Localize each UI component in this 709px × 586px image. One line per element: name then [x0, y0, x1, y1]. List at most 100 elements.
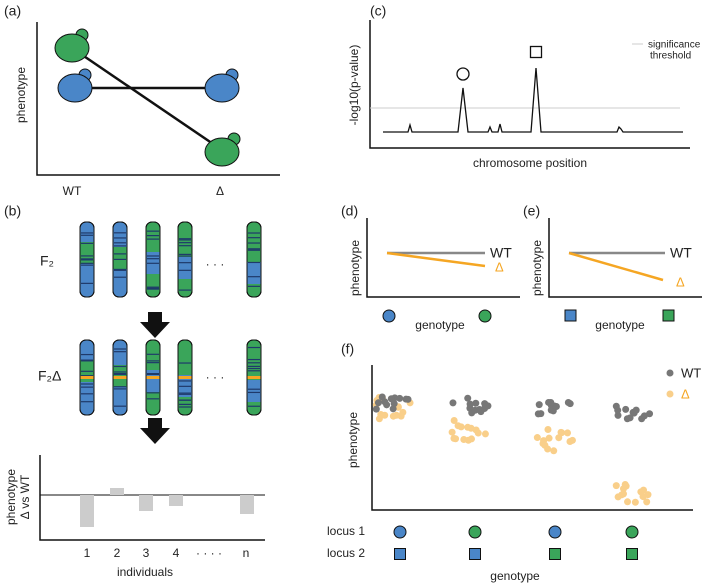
legend-dot: [666, 390, 674, 398]
row-label: locus 1: [327, 524, 365, 538]
wt-dot: [632, 406, 640, 414]
y-label: phenotype: [530, 240, 544, 296]
wt-dot: [614, 411, 622, 419]
yeast-cell: [54, 33, 90, 63]
chromosome-outline: [145, 339, 161, 416]
wt-dot: [389, 405, 397, 413]
chromosome-segment: [146, 370, 160, 392]
delta-dot: [533, 434, 541, 442]
row-label: locus 2: [327, 546, 365, 560]
delta-dot: [614, 493, 622, 501]
chromosome-segment: [113, 247, 127, 269]
axes: [36, 22, 280, 176]
wt-dot: [638, 415, 646, 423]
yeast-cell: [204, 137, 240, 167]
legend-text: significance: [648, 40, 701, 51]
chromosome-segment: [247, 262, 261, 284]
delta-dot: [564, 429, 572, 437]
x-label: n: [243, 546, 250, 560]
chromosome-segment: [178, 257, 192, 279]
wt-dot: [472, 399, 480, 407]
wt-dot: [466, 400, 474, 408]
delta-dot: [464, 436, 472, 444]
panel-label: (f): [341, 341, 354, 357]
x-label: chromosome position: [473, 156, 587, 170]
x-label: genotype: [595, 318, 645, 332]
wt-dot: [626, 414, 634, 422]
delta-line: [568, 251, 664, 282]
delta-label: Δ: [495, 259, 504, 274]
legend-text: threshold: [650, 51, 691, 62]
delta-dot: [381, 411, 389, 419]
axes: [371, 365, 693, 511]
x-label: · · · ·: [196, 546, 222, 560]
wt-dot: [552, 402, 560, 410]
panel-label: (c): [370, 3, 386, 19]
layout: [36, 20, 702, 560]
delta-dot: [481, 430, 489, 438]
legend-text: WT: [681, 365, 701, 380]
chromosome-outline: [177, 339, 193, 416]
y-label: phenotype: [14, 67, 28, 123]
wt-dot: [547, 399, 555, 407]
delta-dot: [448, 428, 456, 436]
genotype-marker: [382, 309, 396, 323]
trace: [383, 67, 683, 133]
axes: [366, 218, 520, 298]
legend-text: Δ: [681, 386, 690, 401]
wt-dot: [402, 395, 410, 403]
delta-dot: [624, 498, 632, 506]
y-label: phenotype: [346, 412, 360, 468]
delta-dot: [472, 426, 480, 434]
x-label: Δ: [216, 184, 224, 198]
y-label: phenotype: [348, 240, 362, 296]
delta-dot: [566, 438, 574, 446]
locus-marker: [626, 548, 638, 560]
x-title: individuals: [117, 565, 173, 579]
legend-dot: [666, 369, 674, 377]
axes: [369, 20, 690, 149]
wt-dot: [564, 398, 572, 406]
delta-line: [386, 251, 486, 268]
bar: [240, 495, 254, 514]
row-label: F₂Δ: [38, 368, 61, 384]
arrow: [140, 418, 170, 444]
delta-dot: [639, 486, 647, 494]
arrow: [140, 312, 170, 338]
wt-dot: [378, 393, 386, 401]
delta-dot: [555, 434, 563, 442]
yeast-cell: [57, 73, 93, 103]
delta-dot: [544, 425, 552, 433]
wt-dot: [396, 394, 404, 402]
marker: [529, 45, 543, 59]
delta-label: Δ: [676, 274, 685, 289]
x-label: 2: [114, 546, 121, 560]
x-label: 3: [143, 546, 150, 560]
delta-dot: [392, 411, 400, 419]
locus-marker: [625, 525, 639, 539]
wt-dot: [390, 400, 398, 408]
delta-dot: [612, 482, 620, 490]
wt-label: WT: [490, 245, 512, 261]
locus-marker: [393, 525, 407, 539]
delta-dot: [454, 422, 462, 430]
y-label: phenotype: [4, 469, 18, 525]
genotype-marker: [662, 309, 675, 322]
y-label: Δ vs WT: [18, 474, 32, 519]
x-label: WT: [63, 184, 82, 198]
wt-dot: [374, 399, 382, 407]
delta-dot: [639, 493, 647, 501]
wt-label: WT: [670, 245, 692, 261]
delta-dot: [550, 447, 558, 455]
wt-dot: [535, 401, 543, 409]
axes: [548, 218, 702, 298]
ellipsis: · · ·: [206, 257, 225, 271]
deletion-band: [178, 376, 192, 379]
deletion-band: [247, 376, 261, 379]
x-label: 4: [173, 546, 180, 560]
locus-marker: [469, 548, 481, 560]
delta-dot: [450, 417, 458, 425]
delta-dot: [631, 498, 639, 506]
chromosome-outline: [246, 339, 262, 416]
